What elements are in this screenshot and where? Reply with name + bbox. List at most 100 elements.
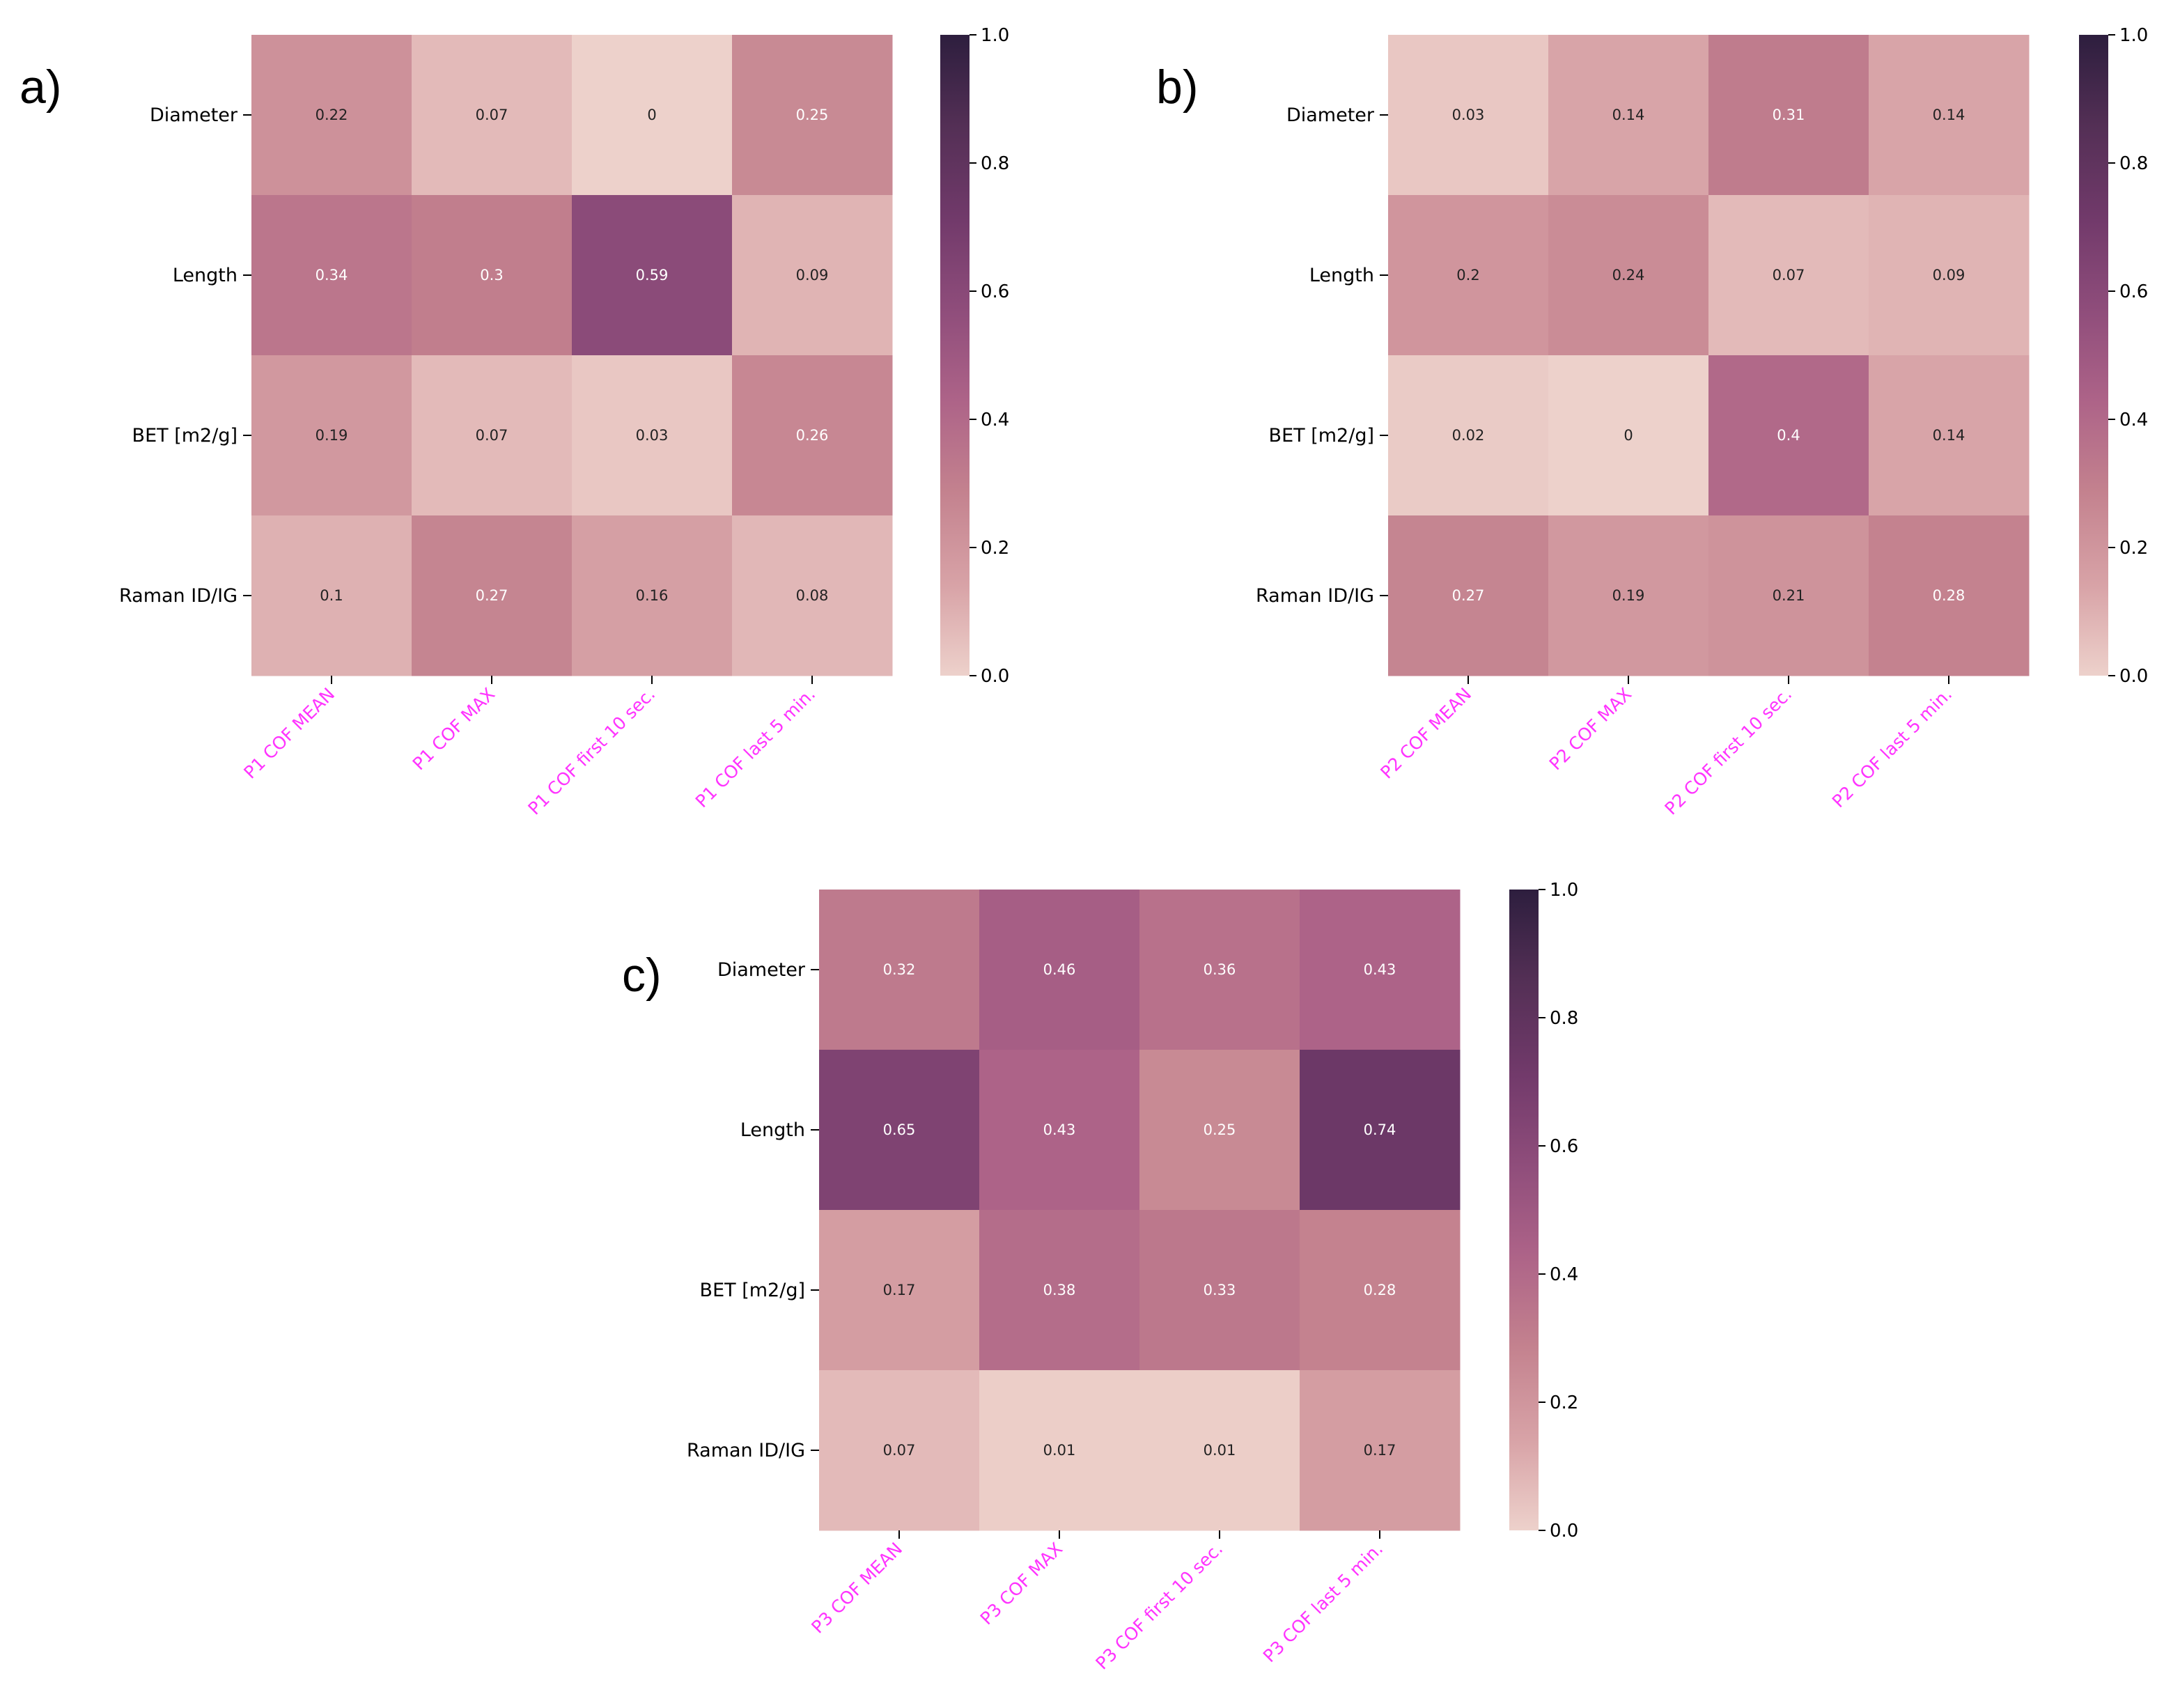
heatmap-cell [1139,890,1300,1050]
heatmap-cell [1388,355,1549,516]
colorbar-tick-label: 0.6 [981,281,1009,302]
colorbar-tick-label: 0.0 [2119,666,2148,687]
y-tick-label: Length [1309,265,1374,286]
cell-value-label: 0.1 [320,587,343,604]
cell-value-label: 0.22 [316,107,348,123]
heatmap-cell [1300,1370,1461,1531]
heatmap-cell [1708,35,1869,196]
colorbar-tick-label: 0.8 [981,153,1009,174]
heatmap-cell [732,355,893,516]
heatmap-cell [1388,35,1549,196]
cell-value-label: 0.43 [1364,961,1396,978]
cell-value-label: 0.27 [1452,587,1485,604]
heatmap-cell [251,355,412,516]
cell-value-label: 0.31 [1773,107,1805,123]
heatmap-cell [1869,35,2030,196]
x-tick-label: P2 COF first 10 sec. [1660,684,1796,819]
colorbar-tick-label: 0.8 [1550,1008,1578,1029]
y-tick-label: Raman ID/IG [687,1440,805,1461]
cell-value-label: 0.21 [1773,587,1805,604]
cell-value-label: 0.17 [883,1282,916,1298]
cell-value-label: 0.25 [796,107,829,123]
colorbar-tick-label: 0.0 [1550,1521,1578,1542]
cell-value-label: 0.24 [1612,267,1645,284]
cell-value-label: 0.14 [1933,427,1965,444]
cell-value-label: 0.01 [1204,1442,1236,1459]
x-tick-label: P1 COF first 10 sec. [524,684,659,819]
heatmap-cell [819,890,980,1050]
cell-value-label: 0.33 [1204,1282,1236,1298]
colorbar-tick-label: 0.4 [1550,1264,1578,1285]
y-tick-label: BET [m2/g] [1269,425,1374,447]
cell-value-label: 0.09 [1933,267,1965,284]
cell-value-label: 0.4 [1777,427,1800,444]
colorbar-tick-label: 1.0 [2119,25,2148,46]
x-tick-label: P1 COF last 5 min. [692,684,819,812]
cell-value-label: 0.07 [1773,267,1805,284]
heatmap-cell [1388,515,1549,676]
heatmap-cell [1548,195,1709,356]
cell-value-label: 0.14 [1933,107,1965,123]
heatmap-cell [1869,195,2030,356]
heatmap-cell [979,1050,1140,1211]
cell-value-label: 0.59 [636,267,669,284]
x-tick-label: P2 COF last 5 min. [1828,684,1956,812]
heatmap-cell [819,1050,980,1211]
heatmap-cell [819,1210,980,1371]
heatmap-cell [251,35,412,196]
colorbar-tick-label: 0.4 [981,410,1009,430]
x-tick-label: P2 COF MAX [1546,684,1636,775]
heatmap-panel-c: 0.32 0.46 0.36 0.43 0.65 0.43 0.25 0.74 0.17 0.38… [687,880,1578,1674]
heatmap-panel-b: 0.03 0.14 0.31 0.14 0.2 0.24 0.07 0.09 0.02 0 0.4 0… [1256,25,2148,819]
heatmap-cell [1388,195,1549,356]
heatmap-cell [1139,1050,1300,1211]
heatmap-cell [572,195,733,356]
heatmap-cell [732,195,893,356]
y-tick-label: Raman ID/IG [119,585,238,607]
colorbar-tick-label: 0.2 [1550,1392,1578,1413]
cell-value-label: 0.46 [1043,961,1076,978]
heatmap-cell [1548,35,1709,196]
panel-label-b: b) [1156,61,1198,114]
cell-value-label: 0.26 [796,427,829,444]
heatmap-cell [251,515,412,676]
heatmap-cell [1708,195,1869,356]
y-tick-label: Length [740,1119,805,1141]
panel-label-a: a) [20,61,61,114]
heatmap-cell [819,1370,980,1531]
heatmap-cell [1708,515,1869,676]
colorbar-tick-label: 1.0 [1550,880,1578,901]
y-tick-label: BET [m2/g] [700,1280,805,1301]
cell-value-label: 0.28 [1933,587,1965,604]
colorbar [940,35,970,676]
cell-value-label: 0.03 [636,427,669,444]
cell-value-label: 0.02 [1452,427,1485,444]
heatmap-cell [412,355,573,516]
heatmap-cell [1139,1210,1300,1371]
cell-value-label: 0.07 [476,427,508,444]
cell-value-label: 0.36 [1204,961,1236,978]
cell-value-label: 0.01 [1043,1442,1076,1459]
heatmap-cell [572,355,733,516]
cell-value-label: 0.43 [1043,1121,1076,1138]
heatmap-cell [1869,515,2030,676]
colorbar-tick-label: 0.4 [2119,410,2148,430]
cell-value-label: 0.19 [1612,587,1645,604]
x-tick-label: P3 COF last 5 min. [1259,1539,1387,1666]
colorbar-tick-label: 0.6 [1550,1136,1578,1157]
heatmap-cell [572,35,733,196]
cell-value-label: 0.27 [476,587,508,604]
x-tick-label: P1 COF MEAN [240,684,338,783]
cell-value-label: 0.32 [883,961,916,978]
heatmap-cell [572,515,733,676]
x-tick-label: P3 COF first 10 sec. [1091,1539,1227,1674]
heatmap-cell [1869,355,2030,516]
cell-value-label: 0.19 [316,427,348,444]
cell-value-label: 0.09 [796,267,829,284]
colorbar-tick-label: 1.0 [981,25,1009,46]
cell-value-label: 0.74 [1364,1121,1396,1138]
cell-value-label: 0 [1624,427,1633,444]
heatmap-panel-a: 0.22 0.07 0 0.25 0.34 0.3 0.59 0.09 0.19 0.07 0.03… [119,25,1009,819]
x-tick-label: P3 COF MAX [976,1539,1067,1629]
